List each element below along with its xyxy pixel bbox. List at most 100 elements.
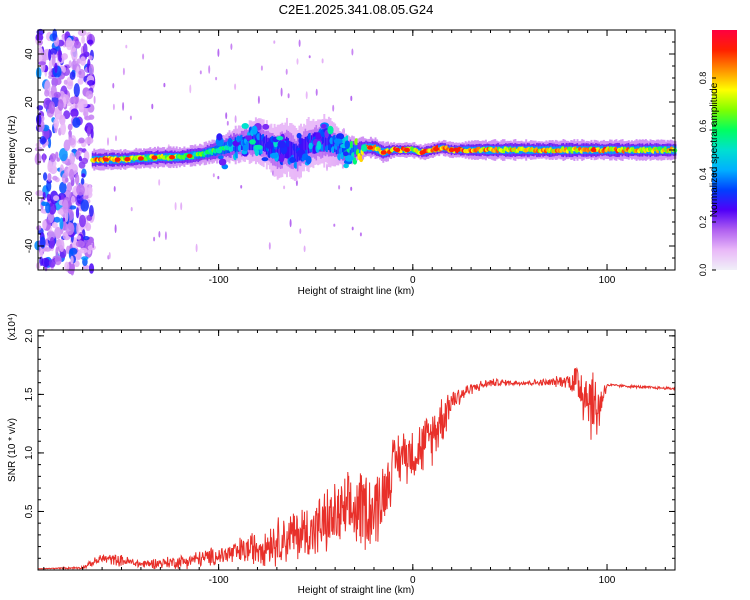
spectrogram-noise-blob	[54, 62, 58, 74]
spectrogram-noise-blob	[52, 175, 58, 181]
spectrogram-speckle	[351, 48, 354, 56]
spectrogram-noise-blob	[87, 80, 95, 86]
spectrogram-hotspot	[448, 147, 455, 153]
spectrogram-noise-blob	[76, 222, 80, 235]
spectrogram-speckle	[285, 68, 288, 75]
spectrogram-noise-blob	[54, 226, 62, 239]
snr-x-ticks: -100 0 100	[43, 330, 666, 586]
spectrogram-speckle	[212, 173, 215, 178]
spectrogram-noise-blob	[70, 255, 74, 265]
spectrogram-cell	[278, 141, 281, 162]
spectrogram-speckle	[350, 186, 353, 191]
spectrogram-speckle	[298, 39, 301, 47]
spectrogram-noise-blob	[53, 91, 62, 98]
snr-panel: -100 0 100 0.5 1.0 1.5 2.0 Height of straight…	[7, 313, 676, 596]
spectrogram-blob	[254, 148, 259, 157]
spectrogram-noise-blob	[87, 39, 94, 45]
spectrogram-speckle	[112, 82, 115, 89]
spectrogram-hotspot	[103, 157, 109, 162]
spectrogram-noise-blob	[59, 217, 64, 230]
spectrogram-y-tick-label: 0	[24, 147, 35, 153]
spectrogram-speckle	[240, 185, 243, 189]
spectrogram-blob	[218, 155, 224, 160]
spectrogram-noise-blob	[78, 137, 85, 144]
spectrogram-speckle	[299, 228, 302, 234]
spectrogram-noise-blob	[68, 60, 72, 67]
spectrogram-hotspot	[590, 147, 597, 153]
spectrogram-blob	[227, 137, 233, 147]
spectrogram-speckle	[158, 231, 161, 238]
spectrogram-blob	[289, 157, 296, 163]
spectrogram-speckle	[289, 219, 292, 228]
spectrogram-noise-blob	[73, 83, 80, 98]
spectrogram-cell	[337, 139, 340, 154]
spectrogram-y-tick-label: 20	[24, 96, 35, 108]
spectrogram-noise-blob	[59, 208, 64, 215]
spectrogram-noise-blob	[89, 205, 94, 217]
spectrogram-speckle	[164, 231, 167, 241]
spectrogram-noise-blob	[39, 250, 43, 259]
spectrogram-speckle	[122, 102, 125, 111]
snr-x-tick-label: 0	[410, 575, 416, 586]
spectrogram-noise-blob	[76, 235, 82, 240]
spectrogram-hotspot	[137, 156, 144, 161]
spectrogram-noise-blob	[82, 195, 89, 200]
spectrogram-noise-blob	[62, 66, 66, 73]
spectrogram-noise-blob	[76, 184, 85, 196]
spectrogram-cell	[341, 142, 344, 155]
spectrogram-noise-blob	[75, 240, 85, 248]
spectrogram-speckle	[199, 70, 202, 75]
spectrogram-blob	[316, 140, 322, 150]
spectrogram-blob	[245, 135, 253, 140]
snr-y-tick-label: 1.5	[24, 387, 35, 401]
spectrogram-speckle	[180, 202, 183, 211]
snr-y-ticks: 0.5 1.0 1.5 2.0	[24, 328, 675, 559]
spectrogram-speckle	[332, 104, 335, 112]
spectrogram-x-tick-label: 0	[410, 275, 416, 286]
spectrogram-blob	[296, 132, 302, 139]
spectrogram-noise-blob	[81, 157, 89, 165]
spectrogram-noise-blob	[81, 256, 89, 261]
spectrogram-noise-blob	[71, 195, 76, 204]
spectrogram-cell	[287, 138, 290, 160]
spectrogram-speckle	[151, 103, 154, 110]
spectrogram-speckle	[93, 95, 96, 104]
spectrogram-noise-blob	[61, 53, 68, 60]
spectrogram-noise-blob	[52, 28, 58, 41]
spectrogram-noise-blob	[76, 66, 80, 78]
spectrogram-noise-blob	[77, 77, 84, 85]
spectrogram-noise-blob	[79, 214, 86, 228]
spectrogram-noise-blob	[62, 199, 69, 214]
spectrogram-blob	[344, 140, 350, 149]
spectrogram-noise-blob	[55, 77, 62, 86]
spectrogram-blob	[242, 144, 249, 152]
spectrogram-noise-blob	[84, 115, 92, 121]
spectrogram-noise-blob	[80, 177, 85, 185]
spectrogram-speckle	[142, 53, 145, 60]
spectrogram-blob	[276, 136, 284, 141]
spectrogram-speckle	[333, 223, 336, 227]
spectrogram-cell	[259, 133, 262, 150]
spectrogram-speckle	[305, 91, 308, 100]
spectrogram-noise-blob	[35, 67, 42, 79]
spectrogram-noise-blob	[67, 123, 73, 131]
spectrogram-noise-blob	[64, 261, 70, 272]
spectrogram-x-label: Height of straight line (km)	[298, 286, 415, 297]
spectrogram-speckle	[158, 179, 161, 186]
spectrogram-blob	[216, 133, 223, 141]
spectrogram-noise-blob	[53, 216, 61, 223]
spectrogram-noise-blob	[69, 97, 76, 104]
spectrogram-noise-blob	[51, 222, 58, 229]
spectrogram-noise-blob	[88, 263, 95, 274]
spectrogram-noise-blob	[81, 35, 85, 44]
spectrogram-blob	[269, 152, 279, 159]
spectrogram-blob	[344, 155, 354, 162]
spectrogram-noise-blob	[87, 244, 96, 251]
spectrogram-noise-blob	[40, 236, 46, 249]
spectrogram-noise-blob	[35, 190, 44, 197]
colorbar-tick-label: 0.8	[698, 72, 708, 85]
spectrogram-speckle	[129, 115, 132, 121]
spectrogram-noise-blob	[69, 152, 76, 165]
spectrogram-noise-blob	[79, 247, 88, 254]
